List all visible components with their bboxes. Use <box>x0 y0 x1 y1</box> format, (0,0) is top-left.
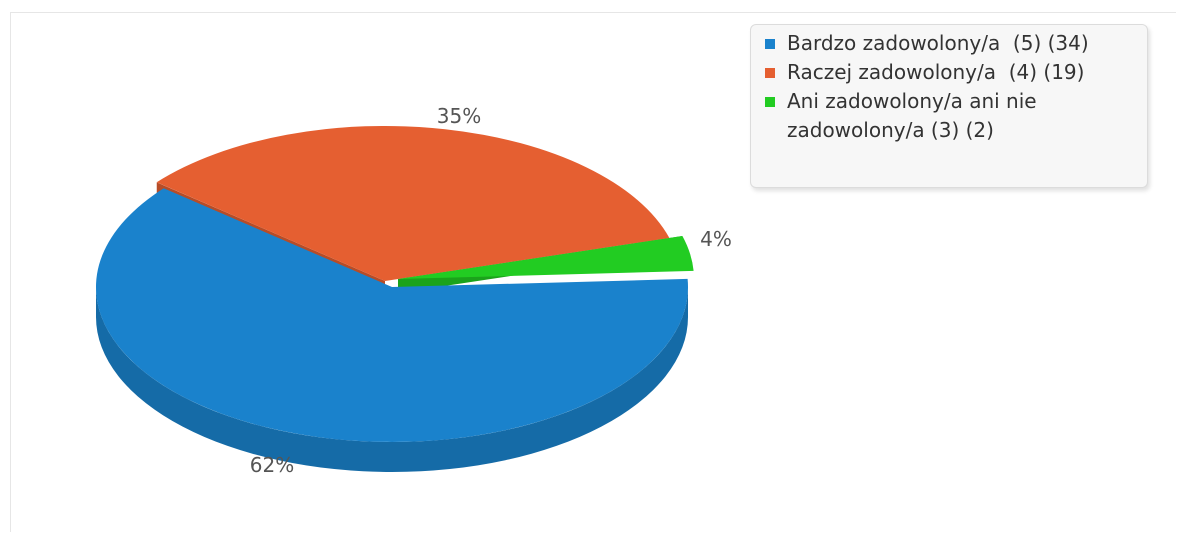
legend-swatch <box>765 97 775 107</box>
legend-item[interactable]: Raczej zadowolony/a (4) (19) <box>765 58 1137 87</box>
legend-label: Raczej zadowolony/a (4) (19) <box>787 60 1085 84</box>
pie-slice-side <box>96 287 688 472</box>
legend-swatch <box>765 68 775 78</box>
legend-label: Bardzo zadowolony/a (5) (34) <box>787 31 1089 55</box>
pie-percent-label: 62% <box>250 453 294 477</box>
chart-frame <box>10 12 1176 532</box>
pie-percent-labels: 62% 35% 4% <box>250 104 732 477</box>
pie-slice[interactable] <box>96 188 689 442</box>
pie-slice[interactable] <box>156 125 670 281</box>
pie-percent-label: 4% <box>700 227 732 251</box>
pie-slice[interactable] <box>398 236 694 279</box>
pie-slices <box>96 125 694 472</box>
chart-legend: Bardzo zadowolony/a (5) (34) Raczej zado… <box>750 24 1148 188</box>
legend-item[interactable]: Bardzo zadowolony/a (5) (34) <box>765 29 1137 58</box>
legend-label: Ani zadowolony/a ani nie zadowolony/a (3… <box>787 89 1043 142</box>
legend-swatch <box>765 39 775 49</box>
pie-percent-label: 35% <box>437 104 481 128</box>
legend-item[interactable]: Ani zadowolony/a ani nie zadowolony/a (3… <box>765 87 1137 145</box>
